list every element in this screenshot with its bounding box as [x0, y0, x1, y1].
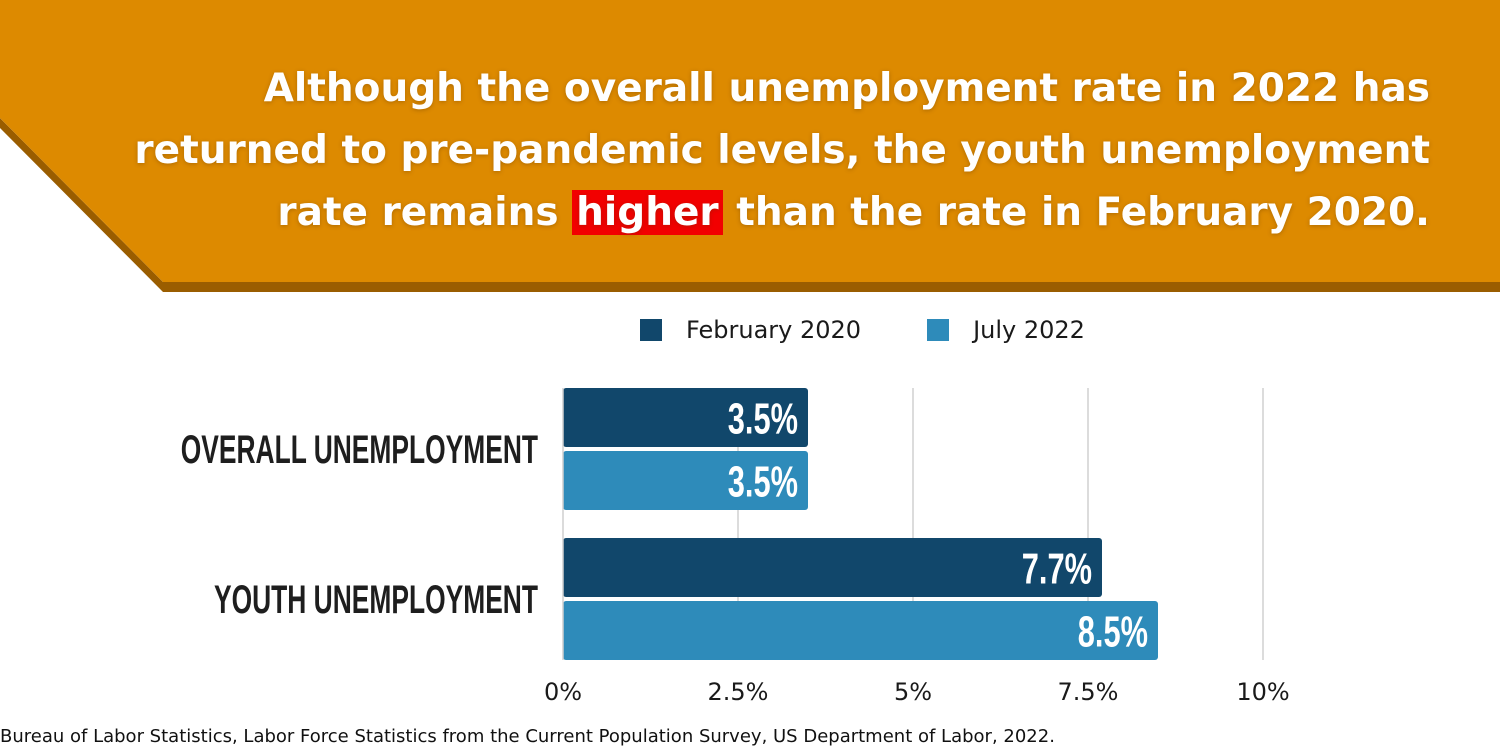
category-label: YOUTH UNEMPLOYMENT — [214, 578, 538, 623]
bar-value-label: 8.5% — [1078, 608, 1148, 657]
legend-item-jul-2022: July 2022 — [927, 316, 1085, 344]
bar — [563, 388, 808, 447]
banner-background — [0, 0, 1500, 282]
headline-line-3: rate remains higher than the rate in Feb… — [40, 182, 1430, 244]
legend-swatch-jul-2022 — [927, 319, 950, 341]
bar — [563, 451, 808, 510]
headline-highlight: higher — [572, 190, 723, 235]
bar — [563, 538, 1102, 597]
chart-legend: February 2020 July 2022 — [640, 312, 1151, 348]
header-banner — [0, 0, 1500, 292]
bar-chart: 0% 2.5% 5% 7.5% 10% 3.5% 3.5% OVERALL UNEMPLOYM… — [181, 388, 1290, 706]
bar — [563, 601, 1158, 660]
legend-label-jul-2022: July 2022 — [973, 316, 1085, 344]
bar-value-label: 7.7% — [1022, 545, 1092, 594]
legend-label-feb-2020: February 2020 — [686, 316, 862, 344]
legend-item-feb-2020: February 2020 — [640, 316, 861, 344]
bar-value-label: 3.5% — [728, 395, 798, 444]
headline-line-3-start: rate remains — [277, 190, 573, 235]
legend-swatch-feb-2020 — [640, 319, 662, 341]
x-tick-label: 7.5% — [1058, 678, 1119, 706]
headline-line-1: Although the overall unemployment rate i… — [263, 66, 1430, 111]
x-tick-label: 2.5% — [708, 678, 769, 706]
bar-value-label: 3.5% — [728, 458, 798, 507]
headline-line-2: returned to pre-pandemic levels, the you… — [134, 128, 1430, 173]
x-tick-label: 0% — [544, 678, 582, 706]
x-tick-label: 5% — [894, 678, 932, 706]
category-label: OVERALL UNEMPLOYMENT — [181, 428, 538, 473]
banner-shadow — [0, 118, 1500, 292]
headline: Although the overall unemployment rate i… — [40, 58, 1430, 244]
headline-line-3-end: than the rate in February 2020. — [722, 190, 1430, 235]
x-tick-label: 10% — [1236, 678, 1289, 706]
source-citation: Bureau of Labor Statistics, Labor Force … — [0, 726, 1055, 747]
